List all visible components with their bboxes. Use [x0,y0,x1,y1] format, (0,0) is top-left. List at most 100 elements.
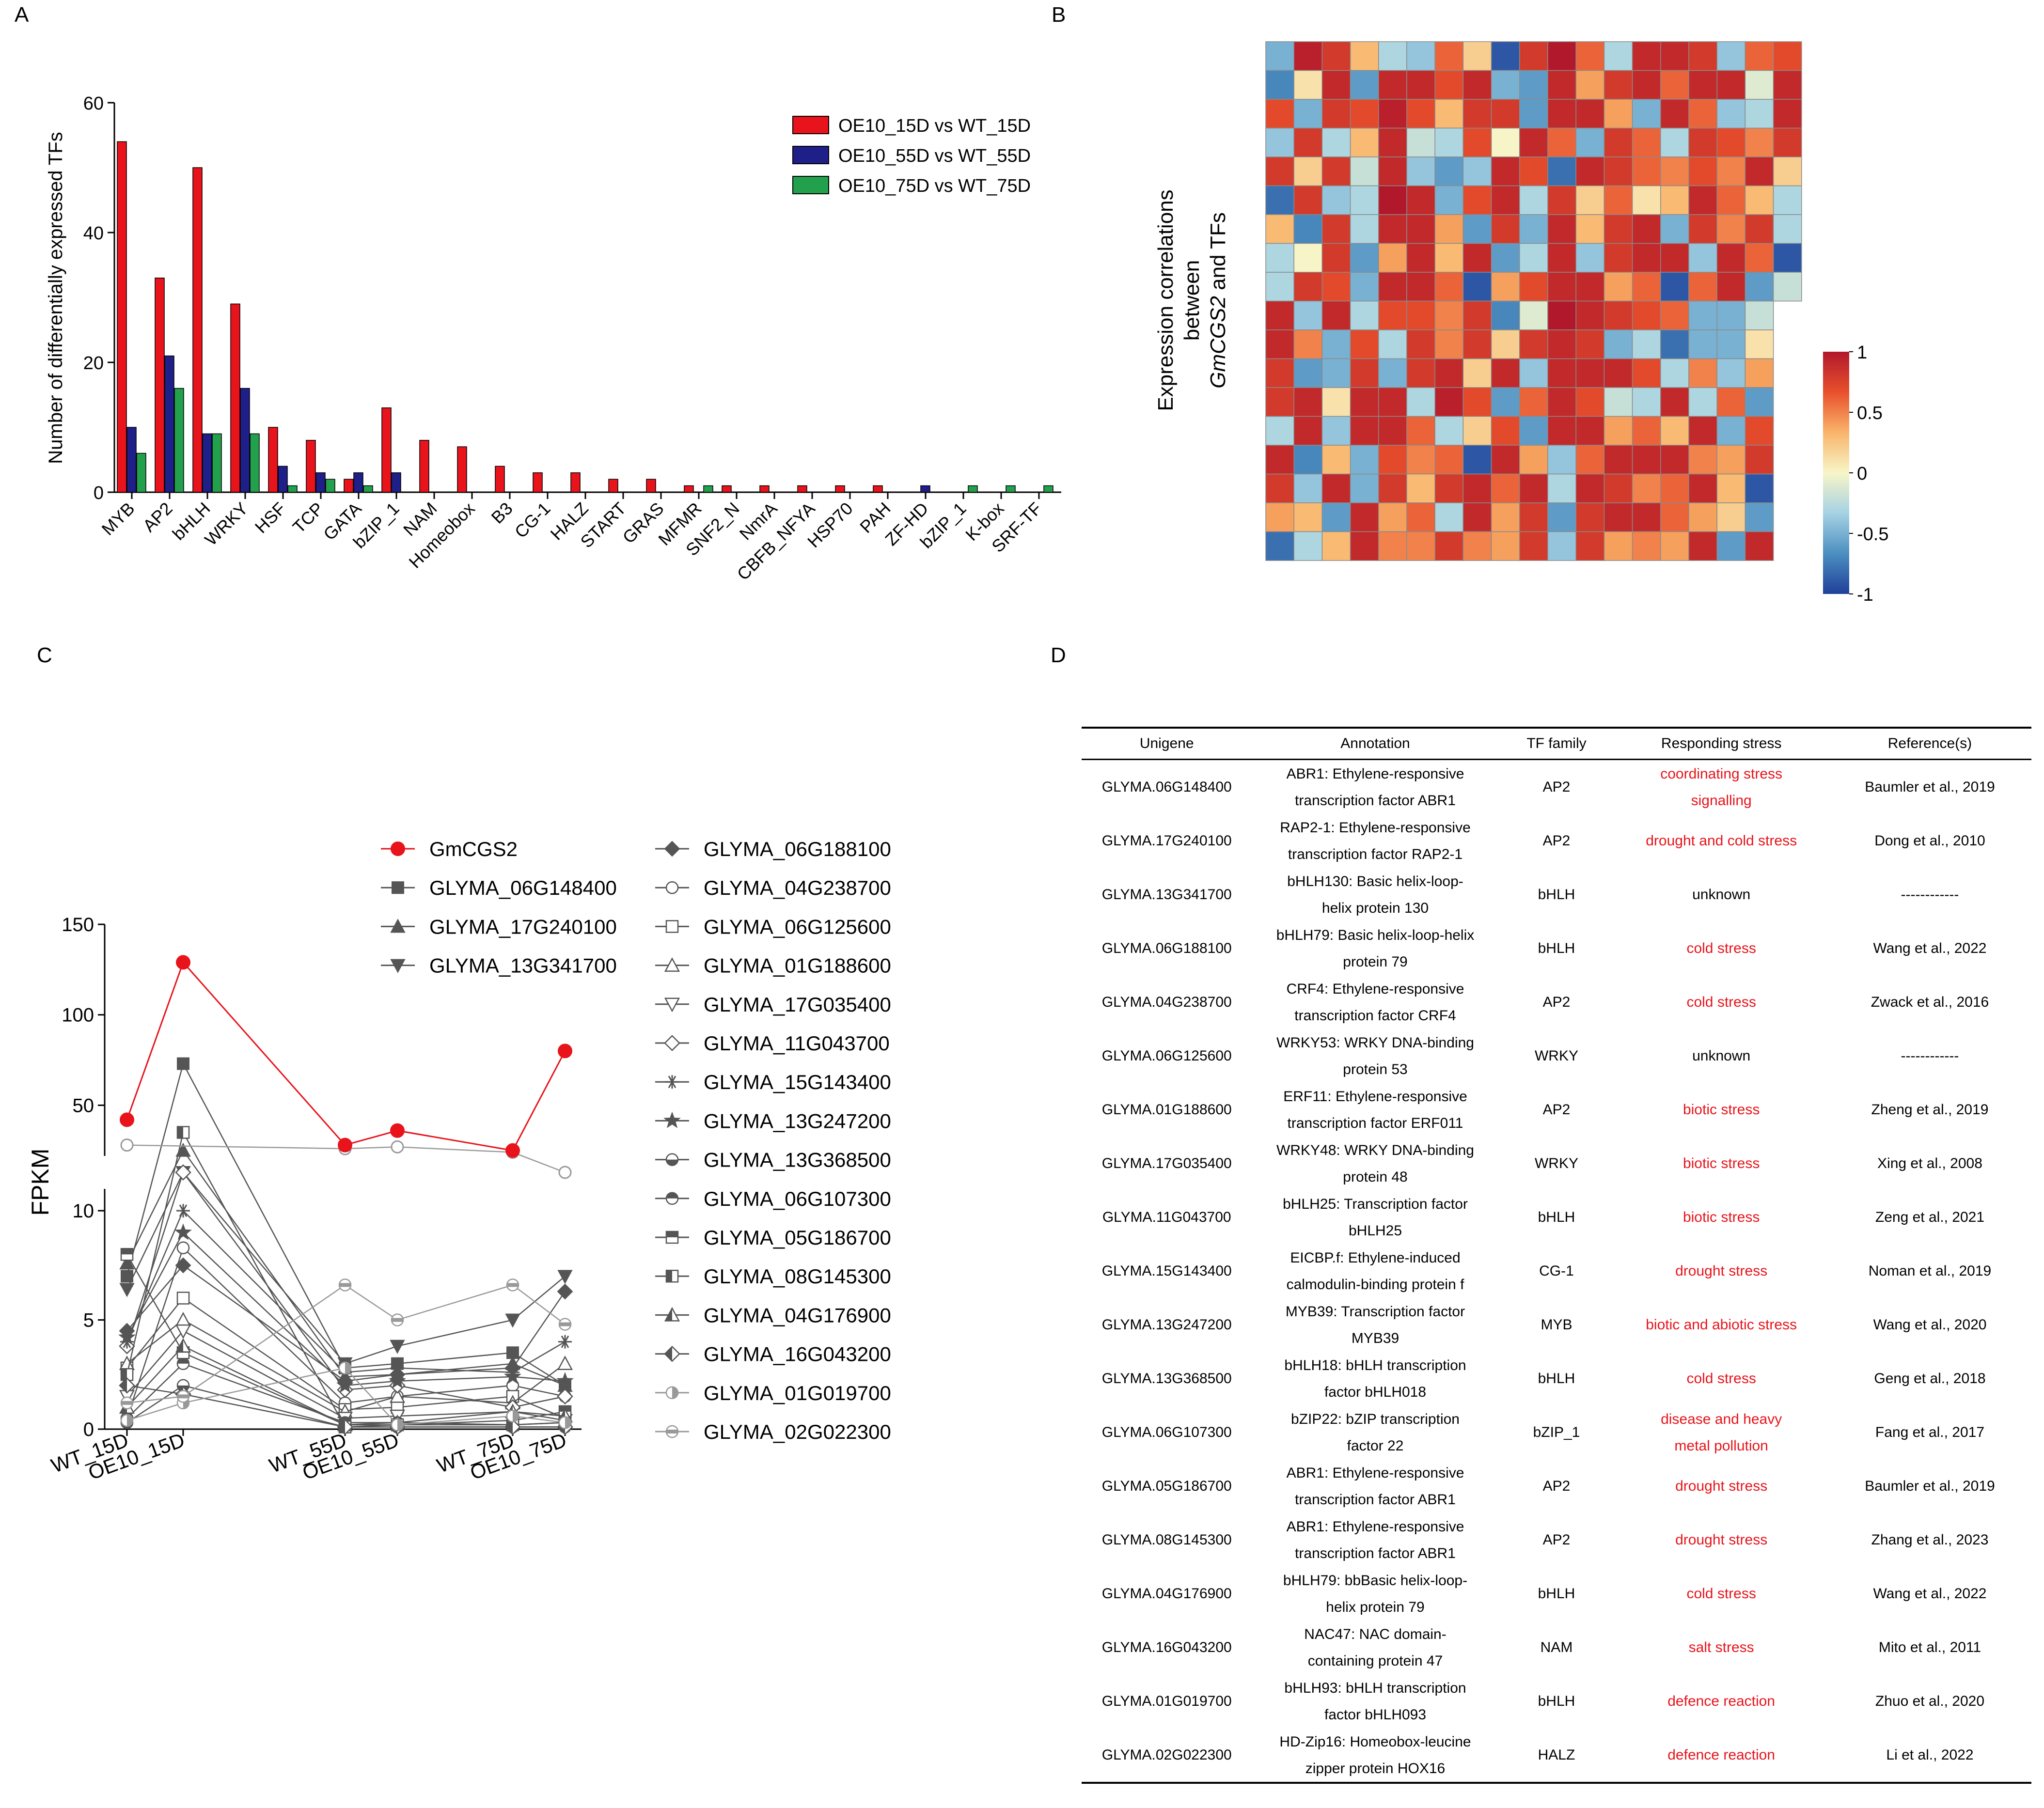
cell-reference: Fang et al., 2017 [1828,1405,2031,1459]
heatmap-cell [1265,70,1294,100]
legend-label: GLYMA_17G035400 [704,993,891,1016]
cell-tf-family-line: bHLH [1538,1209,1575,1225]
heatmap-cell [1660,387,1689,417]
cell-responding-stress-line: biotic stress [1682,1209,1760,1225]
heatmap-title-line3: GmCGS2 and TFs [1206,212,1230,389]
heatmap-cell [1688,531,1717,561]
cell-annotation: ABR1: Ethylene-responsive transcription f… [1252,1459,1498,1513]
heatmap-cell [1575,502,1605,532]
heatmap-cell [1745,445,1774,475]
heatmap-cell [1462,185,1492,215]
marker-fill [665,1308,672,1321]
heatmap-cell [1462,156,1492,187]
heatmap-cell [1462,502,1492,532]
cell-responding-stress: unknown [1614,868,1828,921]
y-tick-label: 150 [62,914,94,935]
heatmap-cell [1434,185,1464,215]
cell-responding-stress: coordinating stress signalling [1614,760,1828,814]
cell-reference: ------------ [1828,868,2031,921]
heatmap-cell [1378,214,1407,244]
legend-label: GLYMA_13G368500 [704,1149,891,1171]
heatmap-cell [1773,127,1802,157]
heatmap-cell [1745,329,1774,359]
y-tick-label: 10 [73,1200,94,1222]
series-line [126,1171,566,1408]
heatmap-cell [1604,272,1633,302]
heatmap-cell [1293,502,1323,532]
heatmap-cell [1321,502,1351,532]
cell-unigene: GLYMA.06G148400 [1082,760,1252,814]
heatmap-cell [1462,329,1492,359]
series-line [126,1062,566,1386]
cell-tf-family-line: AP2 [1542,994,1571,1010]
heatmap-cell [1632,445,1661,475]
heatmap-cell [1716,531,1746,561]
heatmap-cell [1406,416,1435,446]
cell-reference: Mito et al., 2011 [1828,1621,2031,1674]
heatmap-cell [1547,531,1576,561]
cell-annotation-line: helix protein 130 [1321,900,1429,916]
heatmap-cell [1604,41,1633,71]
marker [558,1166,572,1179]
marker-fill [121,1369,127,1381]
header-responding-stress: Responding stress [1614,728,1828,760]
heatmap-cell [1293,272,1323,302]
heatmap-cell [1688,502,1717,532]
heatmap-cell [1519,502,1548,532]
heatmap-cell [1604,531,1633,561]
marker [557,1283,573,1300]
heatmap-cell [1660,300,1689,330]
cell-reference-line: Noman et al., 2019 [1868,1263,1992,1279]
marker [338,1138,352,1153]
marker [176,1241,190,1254]
heatmap-cell [1575,243,1605,273]
cell-unigene: GLYMA.06G107300 [1082,1405,1252,1459]
heatmap-cell [1660,473,1689,503]
cell-reference-line: Li et al., 2022 [1886,1747,1974,1763]
heatmap-cell [1293,473,1323,503]
series-line [126,1171,566,1365]
series-line [126,961,566,1152]
cell-responding-stress: biotic stress [1614,1137,1828,1190]
cell-tf-family-line: bHLH [1538,1693,1575,1709]
legend-label: GLYMA_08G145300 [704,1265,891,1288]
heatmap-cell [1604,416,1633,446]
heatmap-cell [1378,502,1407,532]
series-line [126,1247,566,1418]
cell-unigene-line: GLYMA.17G240100 [1101,833,1232,849]
heatmap-cell [1660,243,1689,273]
heatmap-cell [1716,329,1746,359]
heatmap-cell [1350,502,1379,532]
heatmap-cell [1265,387,1294,417]
heatmap-cell [1434,445,1464,475]
cell-responding-stress: biotic stress [1614,1190,1828,1244]
marker [120,1138,134,1152]
cell-responding-stress-line: biotic stress [1682,1102,1760,1118]
cell-reference-line: Dong et al., 2010 [1874,833,1985,849]
cell-annotation: NAC47: NAC domain-containing protein 47 [1252,1621,1498,1674]
colorbar-tick-label: 0 [1857,464,1867,484]
heatmap-cell [1519,185,1548,215]
table-row: GLYMA.06G188100 bHLH79: Basic helix-loop-… [1082,921,2031,975]
legend-label: GLYMA_06G188100 [704,838,891,860]
heatmap-cell [1716,243,1746,273]
marker [390,919,406,933]
series-line [126,1345,566,1426]
marker [664,841,680,857]
bar [136,452,146,493]
heatmap-cell [1660,272,1689,302]
cell-responding-stress: biotic and abiotic stress [1614,1298,1828,1352]
cell-responding-stress: disease and heavy metal pollution [1614,1405,1828,1459]
cell-unigene-line: GLYMA.06G107300 [1101,1424,1232,1440]
marker-fill [666,1192,678,1199]
cell-annotation: bHLH130: Basic helix-loop-helix protein … [1252,868,1498,921]
heatmap-cell [1321,531,1351,561]
heatmap-cell [1491,531,1520,561]
heatmap-cell [1434,329,1464,359]
cell-tf-family-line: AP2 [1542,779,1571,795]
cell-tf-family: AP2 [1499,1513,1615,1567]
heatmap-cell [1632,300,1661,330]
cell-responding-stress: cold stress [1614,921,1828,975]
heatmap-cell [1745,185,1774,215]
marker-fill [345,1362,351,1374]
